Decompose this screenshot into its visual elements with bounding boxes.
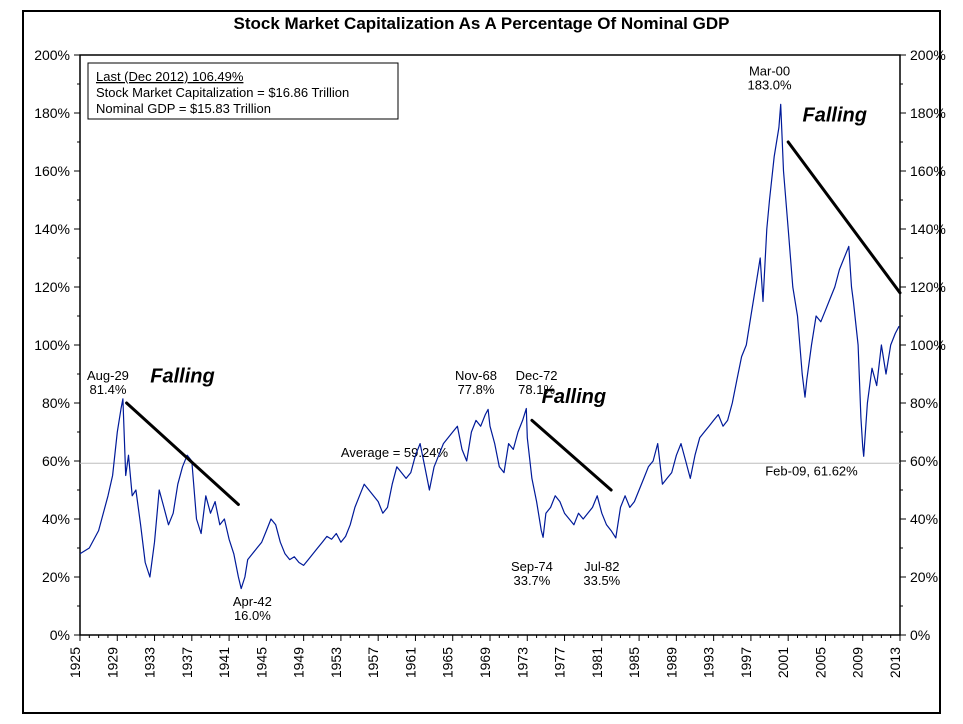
chart-title: Stock Market Capitalization As A Percent… — [0, 14, 963, 34]
outer-border — [22, 10, 941, 714]
chart-frame: Stock Market Capitalization As A Percent… — [0, 0, 963, 724]
